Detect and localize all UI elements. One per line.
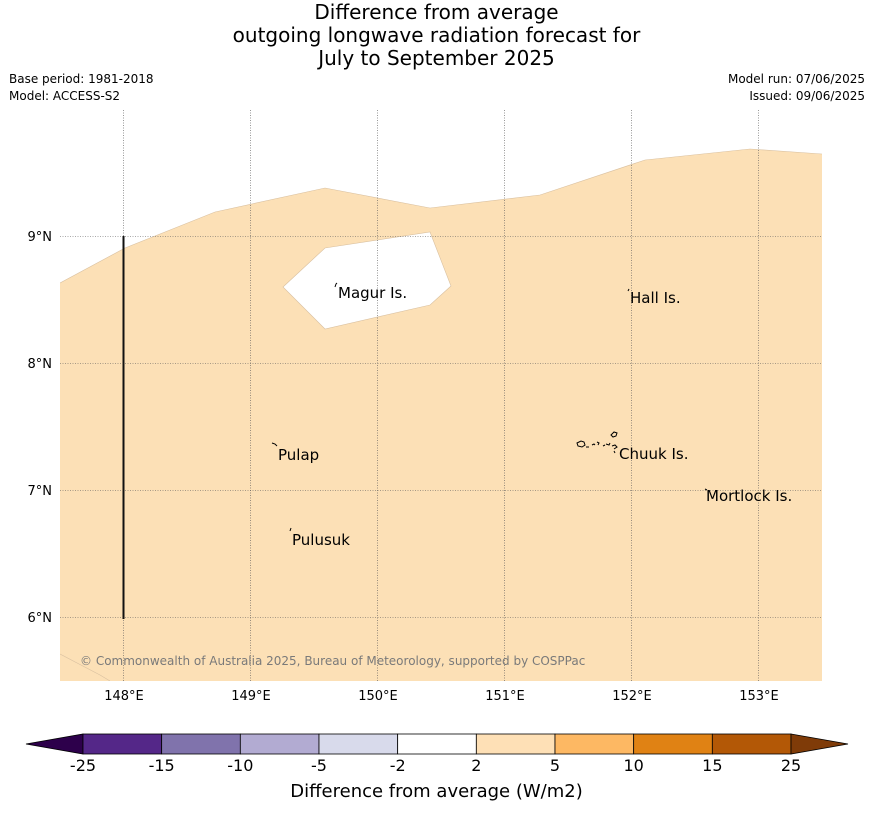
meta-right: Model run: 07/06/2025 Issued: 09/06/2025 bbox=[728, 71, 865, 105]
magur-island-shape bbox=[334, 282, 338, 288]
colorbar-tick-label: -10 bbox=[227, 756, 253, 775]
lon-label-149e: 149°E bbox=[231, 689, 271, 704]
lon-label-150e: 150°E bbox=[358, 689, 398, 704]
map-title-line-1: Difference from average bbox=[314, 0, 559, 24]
lon-label-148e: 148°E bbox=[104, 689, 144, 704]
colorbar-segment bbox=[711, 733, 792, 755]
place-label-pulusuk: Pulusuk bbox=[292, 531, 350, 549]
pulusuk-island-shape bbox=[289, 527, 292, 532]
place-label-mortlock: Mortlock Is. bbox=[706, 487, 792, 505]
lat-label-6n: 6°N bbox=[28, 611, 53, 626]
anomaly-fill-region bbox=[60, 149, 822, 681]
mortlock-island-shape bbox=[704, 488, 708, 491]
chuuk-lagoon-shape bbox=[576, 431, 618, 454]
lon-label-152e: 152°E bbox=[612, 689, 652, 704]
colorbar-tick-label: 10 bbox=[623, 756, 643, 775]
colorbar-tick-label: -5 bbox=[311, 756, 327, 775]
hall-island-shape bbox=[627, 288, 630, 292]
colorbar-tick-label: 5 bbox=[550, 756, 560, 775]
model-name: Model: ACCESS-S2 bbox=[9, 89, 121, 103]
map-title-line-3: July to September 2025 bbox=[318, 46, 555, 70]
colorbar-segment bbox=[554, 733, 635, 755]
place-label-hall: Hall Is. bbox=[630, 289, 681, 307]
colorbar-segment bbox=[397, 733, 477, 755]
lon-label-153e: 153°E bbox=[739, 689, 779, 704]
colorbar-tick-label: 25 bbox=[781, 756, 801, 775]
colorbar-tick-label: -25 bbox=[70, 756, 96, 775]
colorbar-segment bbox=[633, 733, 713, 755]
colorbar-tick-label: 2 bbox=[471, 756, 481, 775]
colorbar-extend-low bbox=[25, 733, 84, 755]
lat-label-7n: 7°N bbox=[28, 484, 53, 499]
colorbar-tick-label: 15 bbox=[702, 756, 722, 775]
place-label-chuuk: Chuuk Is. bbox=[619, 445, 688, 463]
lat-label-9n: 9°N bbox=[28, 230, 53, 245]
colorbar-tick-label: -15 bbox=[149, 756, 175, 775]
map-title-line-2: outgoing longwave radiation forecast for bbox=[232, 23, 641, 47]
colorbar-segment bbox=[475, 733, 556, 755]
lower-boundary bbox=[60, 653, 111, 681]
pulap-island-shape bbox=[271, 442, 278, 447]
colorbar-title: Difference from average (W/m2) bbox=[290, 781, 583, 802]
fill-boundary bbox=[60, 148, 822, 284]
colorbar-extend-high bbox=[790, 733, 849, 755]
islands bbox=[271, 282, 708, 532]
lon-label-151e: 151°E bbox=[485, 689, 525, 704]
graticule bbox=[60, 110, 822, 681]
base-period: Base period: 1981-2018 bbox=[9, 72, 154, 86]
colorbar-segment bbox=[161, 733, 241, 755]
neutral-boundary bbox=[282, 231, 452, 330]
colorbar-segment bbox=[239, 733, 320, 755]
colorbar: -25 -15 -10 -5 -2 2 5 10 15 25 bbox=[25, 733, 849, 775]
colorbar-segment bbox=[82, 733, 163, 755]
place-label-magur: Magur Is. bbox=[338, 284, 407, 302]
place-label-pulap: Pulap bbox=[278, 446, 319, 464]
model-run: Model run: 07/06/2025 bbox=[727, 72, 865, 86]
colorbar-segment bbox=[318, 733, 399, 755]
meta-left: Base period: 1981-2018 Model: ACCESS-S2 bbox=[9, 71, 154, 105]
colorbar-tick-label: -2 bbox=[390, 756, 406, 775]
issued-date: Issued: 09/06/2025 bbox=[749, 89, 865, 103]
lat-label-8n: 8°N bbox=[28, 357, 53, 372]
copyright-text: © Commonwealth of Australia 2025, Bureau… bbox=[80, 654, 585, 668]
